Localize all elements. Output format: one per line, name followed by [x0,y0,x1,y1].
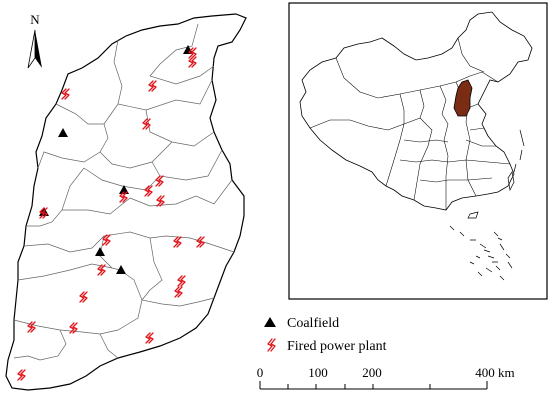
coalfield-marker [116,265,126,274]
legend-item-power-plant: Fired power plant [267,338,387,354]
coalfield-marker [58,128,68,137]
north-arrow-label: N [30,12,40,27]
power-plant-marker [102,234,111,246]
scale-tick-label: 200 [362,365,382,380]
power-plant-marker [196,236,205,248]
coalfield-marker [183,45,193,54]
power-plant-marker [142,118,151,130]
scale-unit: km [498,365,515,380]
power-plant-marker [119,191,128,203]
scale-bar: 0 100 200 400 km [257,365,515,390]
south-china-sea-islands [449,129,525,281]
power-plant-marker [17,369,26,381]
power-plant-marker [69,322,78,334]
power-plant-marker [188,47,197,59]
province-map [5,13,247,391]
legend-item-coalfield: Coalfield [264,316,339,331]
legend: Coalfield Fired power plant [264,316,387,354]
power-plant-marker [79,291,88,303]
scale-tick-label: 0 [257,365,264,380]
scale-tick-label: 400 [475,365,495,380]
power-plant-marker [145,332,154,344]
legend-label-power-plant: Fired power plant [287,339,387,354]
china-inset-map [288,2,548,300]
power-plant-marker [155,175,164,187]
north-arrow-icon [35,30,42,68]
coalfield-markers [39,45,193,274]
power-plant-marker [27,321,36,333]
legend-label-coalfield: Coalfield [287,316,339,331]
scale-tick-label: 100 [308,365,328,380]
power-plant-marker [97,264,106,276]
power-plant-marker [144,185,153,197]
north-arrow: N [27,12,42,69]
power-plant-markers [17,47,205,381]
power-plant-marker [174,286,183,298]
power-plant-marker [39,207,48,219]
power-plant-marker [156,195,165,207]
shanxi-highlight [453,79,473,117]
province-outline [5,13,247,391]
scale-bar-ruler [259,381,488,390]
power-plant-legend-icon [267,338,276,352]
power-plant-marker [177,275,186,287]
coalfield-legend-icon [264,317,276,327]
coalfield-marker [95,247,105,256]
power-plant-marker [173,236,182,248]
power-plant-marker [148,80,157,92]
power-plant-marker [61,88,70,100]
power-plant-marker [188,56,197,68]
